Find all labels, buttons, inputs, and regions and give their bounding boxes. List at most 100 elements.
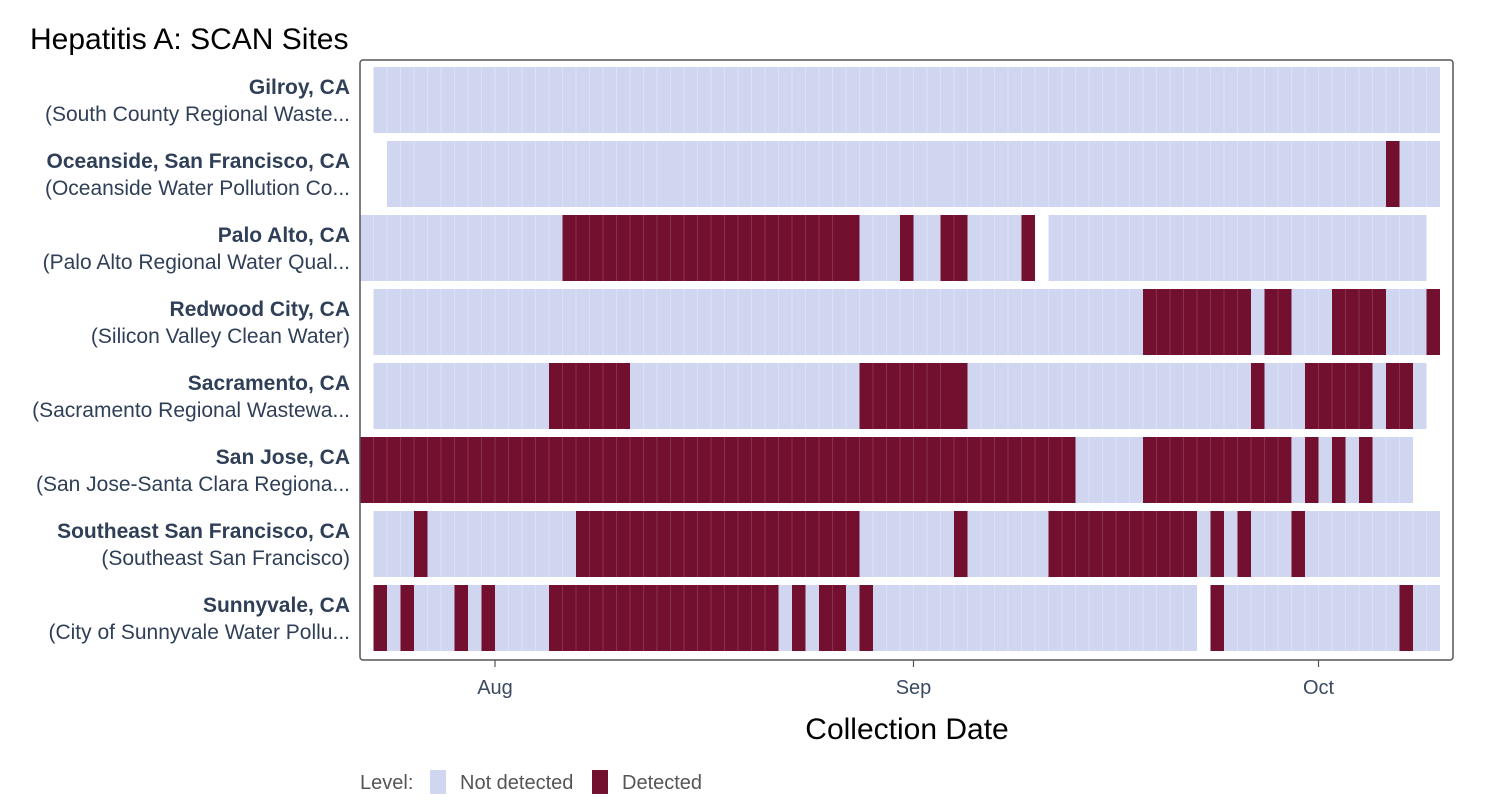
cell-sacramento-ca-1: [549, 363, 630, 429]
cell-sunnyvale-ca-2: [400, 585, 414, 651]
cell-sunnyvale-ca-18: [1399, 585, 1413, 651]
cell-sunnyvale-ca-3: [414, 585, 455, 651]
row-label-sunnyvale-ca: Sunnyvale, CA: [203, 594, 350, 617]
cell-redwood-city-ca-3: [1264, 289, 1292, 355]
cell-redwood-city-ca-2: [1251, 289, 1265, 355]
cell-san-jose-ca-4: [1305, 437, 1319, 503]
row-labels: Gilroy, CA (South County Regional Waste..…: [32, 76, 350, 644]
cell-sunnyvale-ca-16: [1210, 585, 1224, 651]
cell-southeast-san-francisco-ca-11: [1237, 511, 1251, 577]
x-tick-label-sep: Sep: [896, 677, 932, 699]
cell-san-jose-ca-3: [1291, 437, 1305, 503]
cell-sacramento-ca-3: [859, 363, 954, 429]
cell-palo-alto-ca-2: [846, 215, 860, 281]
cell-southeast-san-francisco-ca-5: [954, 511, 968, 577]
cell-sunnyvale-ca-14: [859, 585, 873, 651]
cell-redwood-city-ca-5: [1332, 289, 1386, 355]
cell-oceanside-san-francisco-ca-2: [670, 141, 941, 207]
row-sublabel-gilroy-ca: (South County Regional Waste...: [45, 103, 350, 126]
cell-sacramento-ca-7: [1264, 363, 1305, 429]
cell-sunnyvale-ca-4: [454, 585, 468, 651]
cell-san-jose-ca-1: [1075, 437, 1143, 503]
cell-san-jose-ca-5: [1318, 437, 1332, 503]
cell-sunnyvale-ca-17: [1224, 585, 1400, 651]
row-label-southeast-san-francisco-ca: Southeast San Francisco, CA: [57, 520, 350, 543]
cell-palo-alto-ca-6: [940, 215, 968, 281]
cell-redwood-city-ca-7: [1426, 289, 1440, 355]
cell-palo-alto-ca-7: [967, 215, 1022, 281]
row-label-oceanside-san-francisco-ca: Oceanside, San Francisco, CA: [47, 150, 350, 173]
cell-sunnyvale-ca-5: [468, 585, 482, 651]
cell-southeast-san-francisco-ca-7: [1048, 511, 1197, 577]
cell-sunnyvale-ca-19: [1413, 585, 1440, 651]
cell-sacramento-ca-10: [1386, 363, 1413, 429]
legend-title: Level:: [360, 772, 413, 794]
cell-san-jose-ca-8: [1359, 437, 1373, 503]
cell-sacramento-ca-0: [373, 363, 549, 429]
cell-southeast-san-francisco-ca-2: [427, 511, 576, 577]
cell-southeast-san-francisco-ca-9: [1210, 511, 1224, 577]
cell-palo-alto-ca-1: [562, 215, 846, 281]
cell-sunnyvale-ca-15: [873, 585, 1197, 651]
row-sublabel-palo-alto-ca: (Palo Alto Regional Water Qual...: [43, 251, 350, 274]
cell-oceanside-san-francisco-ca-0: [387, 141, 428, 207]
row-label-redwood-city-ca: Redwood City, CA: [170, 298, 350, 321]
cell-redwood-city-ca-1: [1143, 289, 1251, 355]
legend-swatch-not-detected: [430, 770, 446, 794]
cell-southeast-san-francisco-ca-6: [967, 511, 1049, 577]
cell-southeast-san-francisco-ca-8: [1197, 511, 1211, 577]
cell-san-jose-ca-6: [1332, 437, 1346, 503]
row-sublabel-oceanside-san-francisco-ca: (Oceanside Water Pollution Co...: [45, 177, 350, 200]
cell-sacramento-ca-8: [1305, 363, 1373, 429]
cell-palo-alto-ca-4: [900, 215, 914, 281]
cell-southeast-san-francisco-ca-10: [1224, 511, 1238, 577]
cell-southeast-san-francisco-ca-1: [414, 511, 428, 577]
cell-sacramento-ca-2: [630, 363, 860, 429]
cell-southeast-san-francisco-ca-4: [859, 511, 954, 577]
plot-frame: [359, 59, 1454, 661]
row-sublabel-redwood-city-ca: (Silicon Valley Clean Water): [91, 325, 350, 348]
row-label-sacramento-ca: Sacramento, CA: [188, 372, 350, 395]
cell-sunnyvale-ca-11: [805, 585, 819, 651]
cell-oceanside-san-francisco-ca-5: [1399, 141, 1440, 207]
cell-southeast-san-francisco-ca-13: [1291, 511, 1305, 577]
cell-redwood-city-ca-0: [373, 289, 1143, 355]
cell-san-jose-ca-7: [1345, 437, 1359, 503]
x-tick-label-oct: Oct: [1303, 677, 1335, 699]
cell-san-jose-ca-9: [1372, 437, 1413, 503]
legend: Level: Not detected Detected: [360, 770, 702, 794]
x-tick-label-aug: Aug: [477, 677, 513, 699]
cell-palo-alto-ca-0: [360, 215, 563, 281]
cell-sacramento-ca-9: [1372, 363, 1386, 429]
cell-sunnyvale-ca-8: [549, 585, 779, 651]
x-axis-title: Collection Date: [805, 713, 1008, 746]
cell-southeast-san-francisco-ca-3: [576, 511, 860, 577]
cell-sunnyvale-ca-10: [792, 585, 806, 651]
cell-sunnyvale-ca-1: [387, 585, 401, 651]
cell-sunnyvale-ca-12: [819, 585, 846, 651]
row-label-gilroy-ca: Gilroy, CA: [249, 76, 350, 99]
cell-southeast-san-francisco-ca-0: [373, 511, 414, 577]
row-label-palo-alto-ca: Palo Alto, CA: [218, 224, 350, 247]
cell-oceanside-san-francisco-ca-4: [1386, 141, 1400, 207]
row-sublabel-sacramento-ca: (Sacramento Regional Wastewa...: [32, 399, 350, 422]
cell-san-jose-ca-2: [1143, 437, 1305, 503]
legend-swatch-detected: [592, 770, 608, 794]
x-axis: Aug Sep Oct: [477, 660, 1334, 699]
cell-sacramento-ca-4: [954, 363, 968, 429]
row-label-san-jose-ca: San Jose, CA: [216, 446, 350, 469]
cell-sunnyvale-ca-7: [495, 585, 549, 651]
cell-oceanside-san-francisco-ca-1: [427, 141, 671, 207]
row-sublabel-southeast-san-francisco-ca: (Southeast San Francisco): [101, 547, 350, 570]
row-sublabel-san-jose-ca: (San Jose-Santa Clara Regiona...: [36, 473, 350, 496]
cell-palo-alto-ca-9: [1048, 215, 1427, 281]
legend-label-detected: Detected: [622, 772, 702, 794]
legend-label-not-detected: Not detected: [460, 772, 573, 794]
chart-title: Hepatitis A: SCAN Sites: [30, 23, 348, 56]
cell-sacramento-ca-5: [967, 363, 1251, 429]
row-sublabel-sunnyvale-ca: (City of Sunnyvale Water Pollu...: [48, 621, 350, 644]
cell-san-jose-ca-0: [360, 437, 1076, 503]
cell-oceanside-san-francisco-ca-3: [940, 141, 1386, 207]
cell-sacramento-ca-6: [1251, 363, 1265, 429]
